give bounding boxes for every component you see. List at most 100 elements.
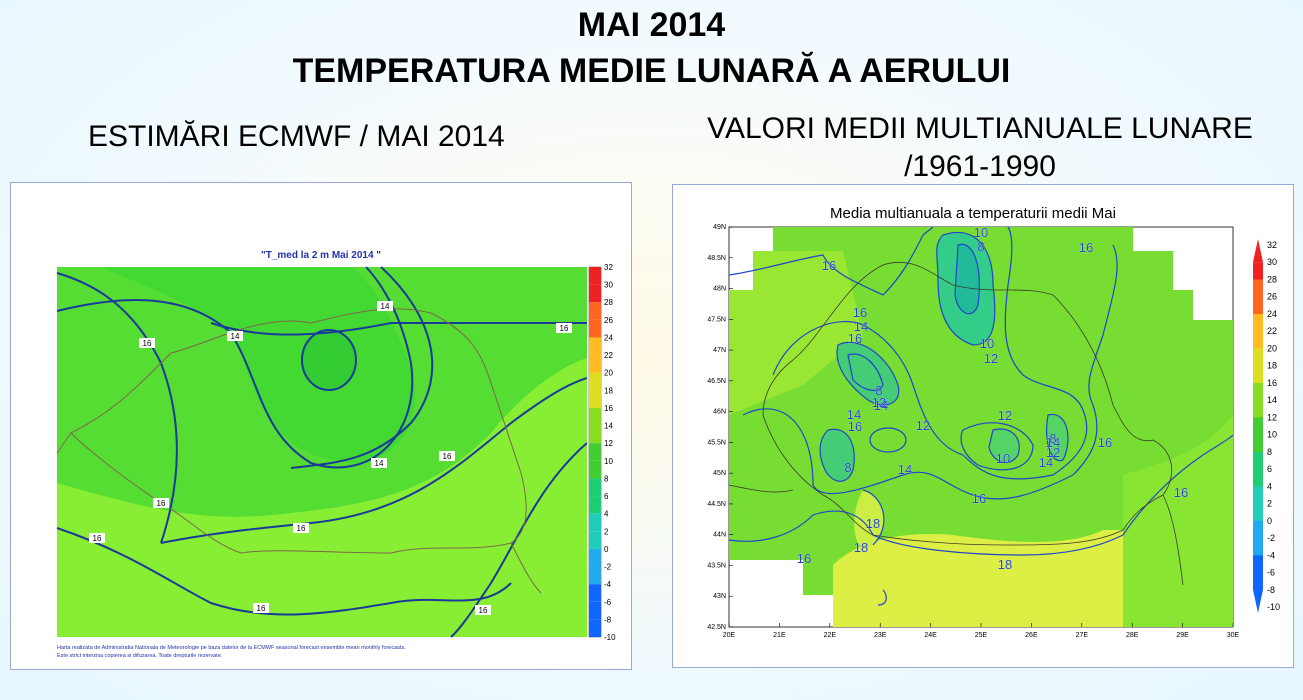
contour-10-fagaras	[988, 428, 1020, 464]
latitude-tick-label: 46.5N	[707, 378, 726, 385]
contour-label: 18	[866, 516, 880, 531]
colorbar-tick-label: 20	[1267, 343, 1277, 353]
latitude-tick-label: 43N	[713, 593, 726, 600]
contour-label: 12	[998, 408, 1012, 423]
contour-label: 8	[875, 383, 882, 398]
contour-label: 16	[1174, 485, 1188, 500]
serbia-border	[728, 484, 794, 493]
cool-zone	[101, 267, 416, 463]
contour-label: 10	[996, 451, 1010, 466]
colorbar-tick-label: 0	[1267, 516, 1272, 526]
contour-label: 16	[797, 551, 811, 566]
contour-label: 14	[1046, 435, 1060, 450]
contour-label: 14	[1039, 455, 1053, 470]
colorbar-tick-label: 24	[604, 333, 613, 342]
longitude-tick-label: 27E	[1076, 632, 1089, 639]
latitude-tick-label: 43.5N	[707, 562, 726, 569]
contour-label: 16	[1079, 240, 1093, 255]
contour-label: 16	[822, 258, 836, 273]
contour-8-north	[954, 243, 980, 315]
danube-warm-zone	[854, 490, 884, 548]
contour-label: 16	[257, 604, 266, 613]
longitude-tick-label: 21E	[773, 632, 786, 639]
longitude-tick-label: 25E	[975, 632, 988, 639]
latitude-tick-label: 47.5N	[707, 316, 726, 323]
romania-border	[762, 261, 1172, 546]
colorbar-tick-label: 30	[604, 281, 613, 290]
longitude-tick-label: 23E	[874, 632, 887, 639]
contour-18	[728, 510, 1124, 556]
longitude-tick-label: 29E	[1176, 632, 1189, 639]
contour-16-south	[56, 527, 512, 616]
contour-label: 12	[916, 418, 930, 433]
latitude-tick-label: 48N	[713, 286, 726, 293]
latitude-tick-label: 46N	[713, 409, 726, 416]
latitude-tick-label: 47N	[713, 347, 726, 354]
fagaras-cold-core	[989, 429, 1020, 463]
colorbar-tick-label: 8	[604, 474, 609, 483]
contour-label: 16	[560, 324, 569, 333]
latitude-tick-label: 49N	[713, 224, 726, 231]
warm-zone	[57, 358, 587, 637]
contour-label: 14	[847, 407, 861, 422]
contour-label: 18	[998, 557, 1012, 572]
contour-14-core	[301, 329, 357, 391]
ecmwf-footer-line2: Este strict interzisa copierea si difuza…	[57, 653, 223, 659]
contour-16-central	[160, 377, 588, 544]
cool-core	[302, 330, 356, 390]
ecmwf-footer-line1: Harta realizata de Administratia Nationa…	[57, 645, 406, 651]
ecmwf-map-title: "T_med la 2 m Mai 2014 "	[261, 250, 381, 261]
ecmwf-map: "T_med la 2 m Mai 2014 " 16 14	[56, 250, 616, 659]
contour-12-apuseni	[836, 341, 900, 406]
climatology-map: Media multianuala a temperaturii medii M…	[707, 205, 1280, 639]
contour-label: 16	[297, 524, 306, 533]
colorbar-tick-label: 20	[604, 369, 613, 378]
colorbar-tick-label: 10	[1267, 430, 1277, 440]
west-border	[56, 432, 72, 454]
contour-12-southwest	[819, 428, 855, 482]
contour-16-main	[772, 226, 1088, 480]
colorbar-tick-label: 14	[1267, 395, 1277, 405]
contour-16-northeast	[210, 322, 587, 336]
colorbar-tick-label: -2	[1267, 533, 1275, 543]
west-warm-zone	[729, 251, 863, 415]
latitude-tick-label: 42.5N	[707, 624, 726, 631]
contour-label: 8	[1049, 431, 1056, 446]
climatology-map-panel: Media multianuala a temperaturii medii M…	[672, 184, 1294, 668]
longitude-tick-label: 30E	[1227, 632, 1240, 639]
longitude-tick-label: 22E	[824, 632, 837, 639]
contour-label: 16	[853, 305, 867, 320]
contour-label: 8	[977, 239, 984, 254]
latitude-tick-label: 48.5N	[707, 255, 726, 262]
colorbar-tick-label: 26	[1267, 292, 1277, 302]
left-heading: ESTIMĂRI ECMWF / MAI 2014	[88, 120, 505, 153]
colorbar-tick-label: -6	[604, 598, 612, 607]
contour-label: 14	[375, 459, 384, 468]
contour-16-east	[450, 442, 588, 638]
latitude-tick-label: 45N	[713, 470, 726, 477]
contour-label: 10	[980, 336, 994, 351]
contour	[728, 226, 934, 296]
contour-14-loop	[290, 266, 434, 469]
colorbar-tick-label: -8	[604, 615, 612, 624]
colorbar-tick-label: 10	[604, 457, 613, 466]
contour-12-small	[869, 427, 907, 453]
climatology-map-title: Media multianuala a temperaturii medii M…	[830, 205, 1116, 222]
contour-label: 12	[872, 395, 886, 410]
right-heading: VALORI MEDII MULTIANUALE LUNARE /1961-19…	[680, 110, 1280, 186]
colorbar-tick-label: -4	[604, 580, 612, 589]
longitude-tick-label: 20E	[723, 632, 736, 639]
contour-16-outer	[742, 244, 1118, 500]
carpathian-cold-core-north-inner	[955, 244, 980, 314]
coast-border	[510, 542, 542, 594]
longitude-tick-label: 24E	[924, 632, 937, 639]
contour-label: 14	[874, 398, 888, 413]
contour-label: 12	[984, 351, 998, 366]
right-heading-line2: /1961-1990	[904, 150, 1056, 183]
contour-label: 14	[381, 302, 390, 311]
contour-label: 16	[972, 491, 986, 506]
colorbar-tick-label: 24	[1267, 309, 1277, 319]
colorbar-tick-label: 16	[604, 404, 613, 413]
colorbar-tick-label: -10	[1267, 602, 1280, 612]
